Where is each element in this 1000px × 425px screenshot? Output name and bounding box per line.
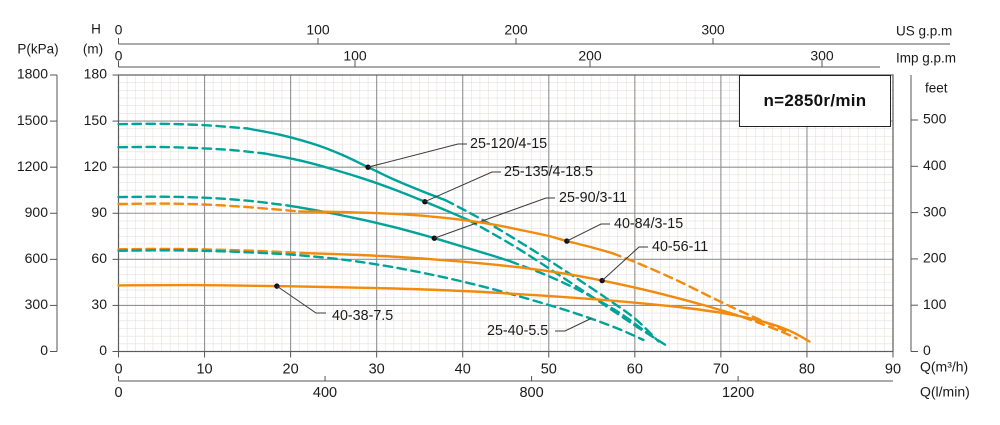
svg-text:0: 0 (40, 342, 48, 358)
lmin-axis (118, 376, 893, 382)
svg-text:US g.p.m: US g.p.m (896, 24, 952, 39)
curve-label: 25-135/4-18.5 (504, 164, 593, 180)
curve-label: 40-84/3-15 (614, 216, 683, 232)
svg-text:800: 800 (519, 385, 543, 401)
feet-axis (910, 75, 918, 352)
label-leader-line (276, 285, 326, 314)
svg-text:100: 100 (343, 48, 367, 64)
curve-label: 40-56-11 (652, 239, 708, 255)
svg-text:300: 300 (923, 203, 947, 219)
label-leader-line (555, 318, 592, 332)
svg-text:300: 300 (25, 296, 49, 312)
svg-text:0: 0 (114, 361, 122, 377)
svg-text:100: 100 (923, 296, 947, 312)
curve-40-56-11: 40-56-11 (117, 239, 798, 340)
svg-text:90: 90 (91, 204, 107, 220)
svg-text:H: H (91, 22, 101, 37)
speed-annotation-box: n=2850r/min (739, 75, 891, 127)
svg-text:1200: 1200 (722, 385, 754, 401)
svg-text:50: 50 (541, 361, 557, 377)
svg-text:900: 900 (25, 204, 49, 220)
svg-text:0: 0 (923, 342, 931, 358)
label-leader-line (424, 171, 501, 203)
svg-text:30: 30 (369, 361, 385, 377)
label-leader-line (367, 143, 467, 168)
svg-text:120: 120 (84, 158, 108, 174)
svg-text:Q(m³/h): Q(m³/h) (920, 359, 968, 375)
svg-text:(m): (m) (83, 42, 103, 57)
svg-text:feet: feet (925, 81, 948, 96)
label-leader-line (566, 223, 610, 242)
svg-text:600: 600 (25, 250, 49, 266)
svg-text:400: 400 (923, 157, 947, 173)
svg-text:200: 200 (923, 250, 947, 266)
svg-text:0: 0 (114, 385, 122, 401)
svg-text:180: 180 (84, 66, 108, 82)
svg-text:0: 0 (115, 22, 123, 38)
svg-text:30: 30 (91, 296, 107, 312)
curve-40-84-3-15: 40-84/3-15 (117, 202, 787, 332)
svg-text:60: 60 (627, 361, 643, 377)
curve-marker-dot (431, 235, 438, 241)
svg-text:1200: 1200 (17, 158, 48, 174)
svg-text:400: 400 (313, 385, 337, 401)
svg-text:Imp g.p.m: Imp g.p.m (896, 51, 956, 66)
label-leader-line (434, 197, 555, 239)
curve-label: 25-40-5.5 (487, 323, 548, 339)
curve-label: 25-90/3-11 (559, 190, 627, 206)
svg-text:200: 200 (504, 22, 528, 38)
curve-40-38-7-5: 40-38-7.5 (117, 283, 811, 343)
curve-25-135-4-18-5: 25-135/4-18.5 (117, 145, 667, 346)
svg-text:300: 300 (810, 48, 834, 64)
svg-text:1800: 1800 (17, 66, 48, 82)
svg-text:20: 20 (283, 361, 299, 377)
svg-text:70: 70 (713, 361, 729, 377)
svg-text:Q(l/min): Q(l/min) (920, 384, 970, 400)
top-axes (118, 38, 950, 68)
svg-text:100: 100 (306, 22, 330, 38)
svg-text:300: 300 (701, 22, 725, 38)
svg-text:90: 90 (885, 361, 901, 377)
svg-text:0: 0 (115, 48, 123, 64)
svg-text:60: 60 (91, 250, 107, 266)
major-grid (118, 75, 893, 352)
svg-text:0: 0 (99, 342, 107, 358)
curve-25-40-5-5: 25-40-5.5 (117, 249, 645, 342)
curve-label: 40-38-7.5 (332, 308, 393, 324)
svg-text:10: 10 (196, 361, 212, 377)
svg-text:150: 150 (84, 112, 108, 128)
svg-text:500: 500 (923, 111, 947, 127)
curve-label: 25-120/4-15 (470, 136, 547, 152)
svg-text:40: 40 (455, 361, 471, 377)
svg-text:P(kPa): P(kPa) (17, 42, 58, 57)
speed-annotation-text: n=2850r/min (763, 91, 867, 110)
svg-text:80: 80 (799, 361, 815, 377)
p-kpa-axis (50, 74, 58, 352)
svg-text:200: 200 (578, 48, 602, 64)
label-leader-line (601, 246, 648, 281)
svg-text:1500: 1500 (17, 112, 48, 128)
